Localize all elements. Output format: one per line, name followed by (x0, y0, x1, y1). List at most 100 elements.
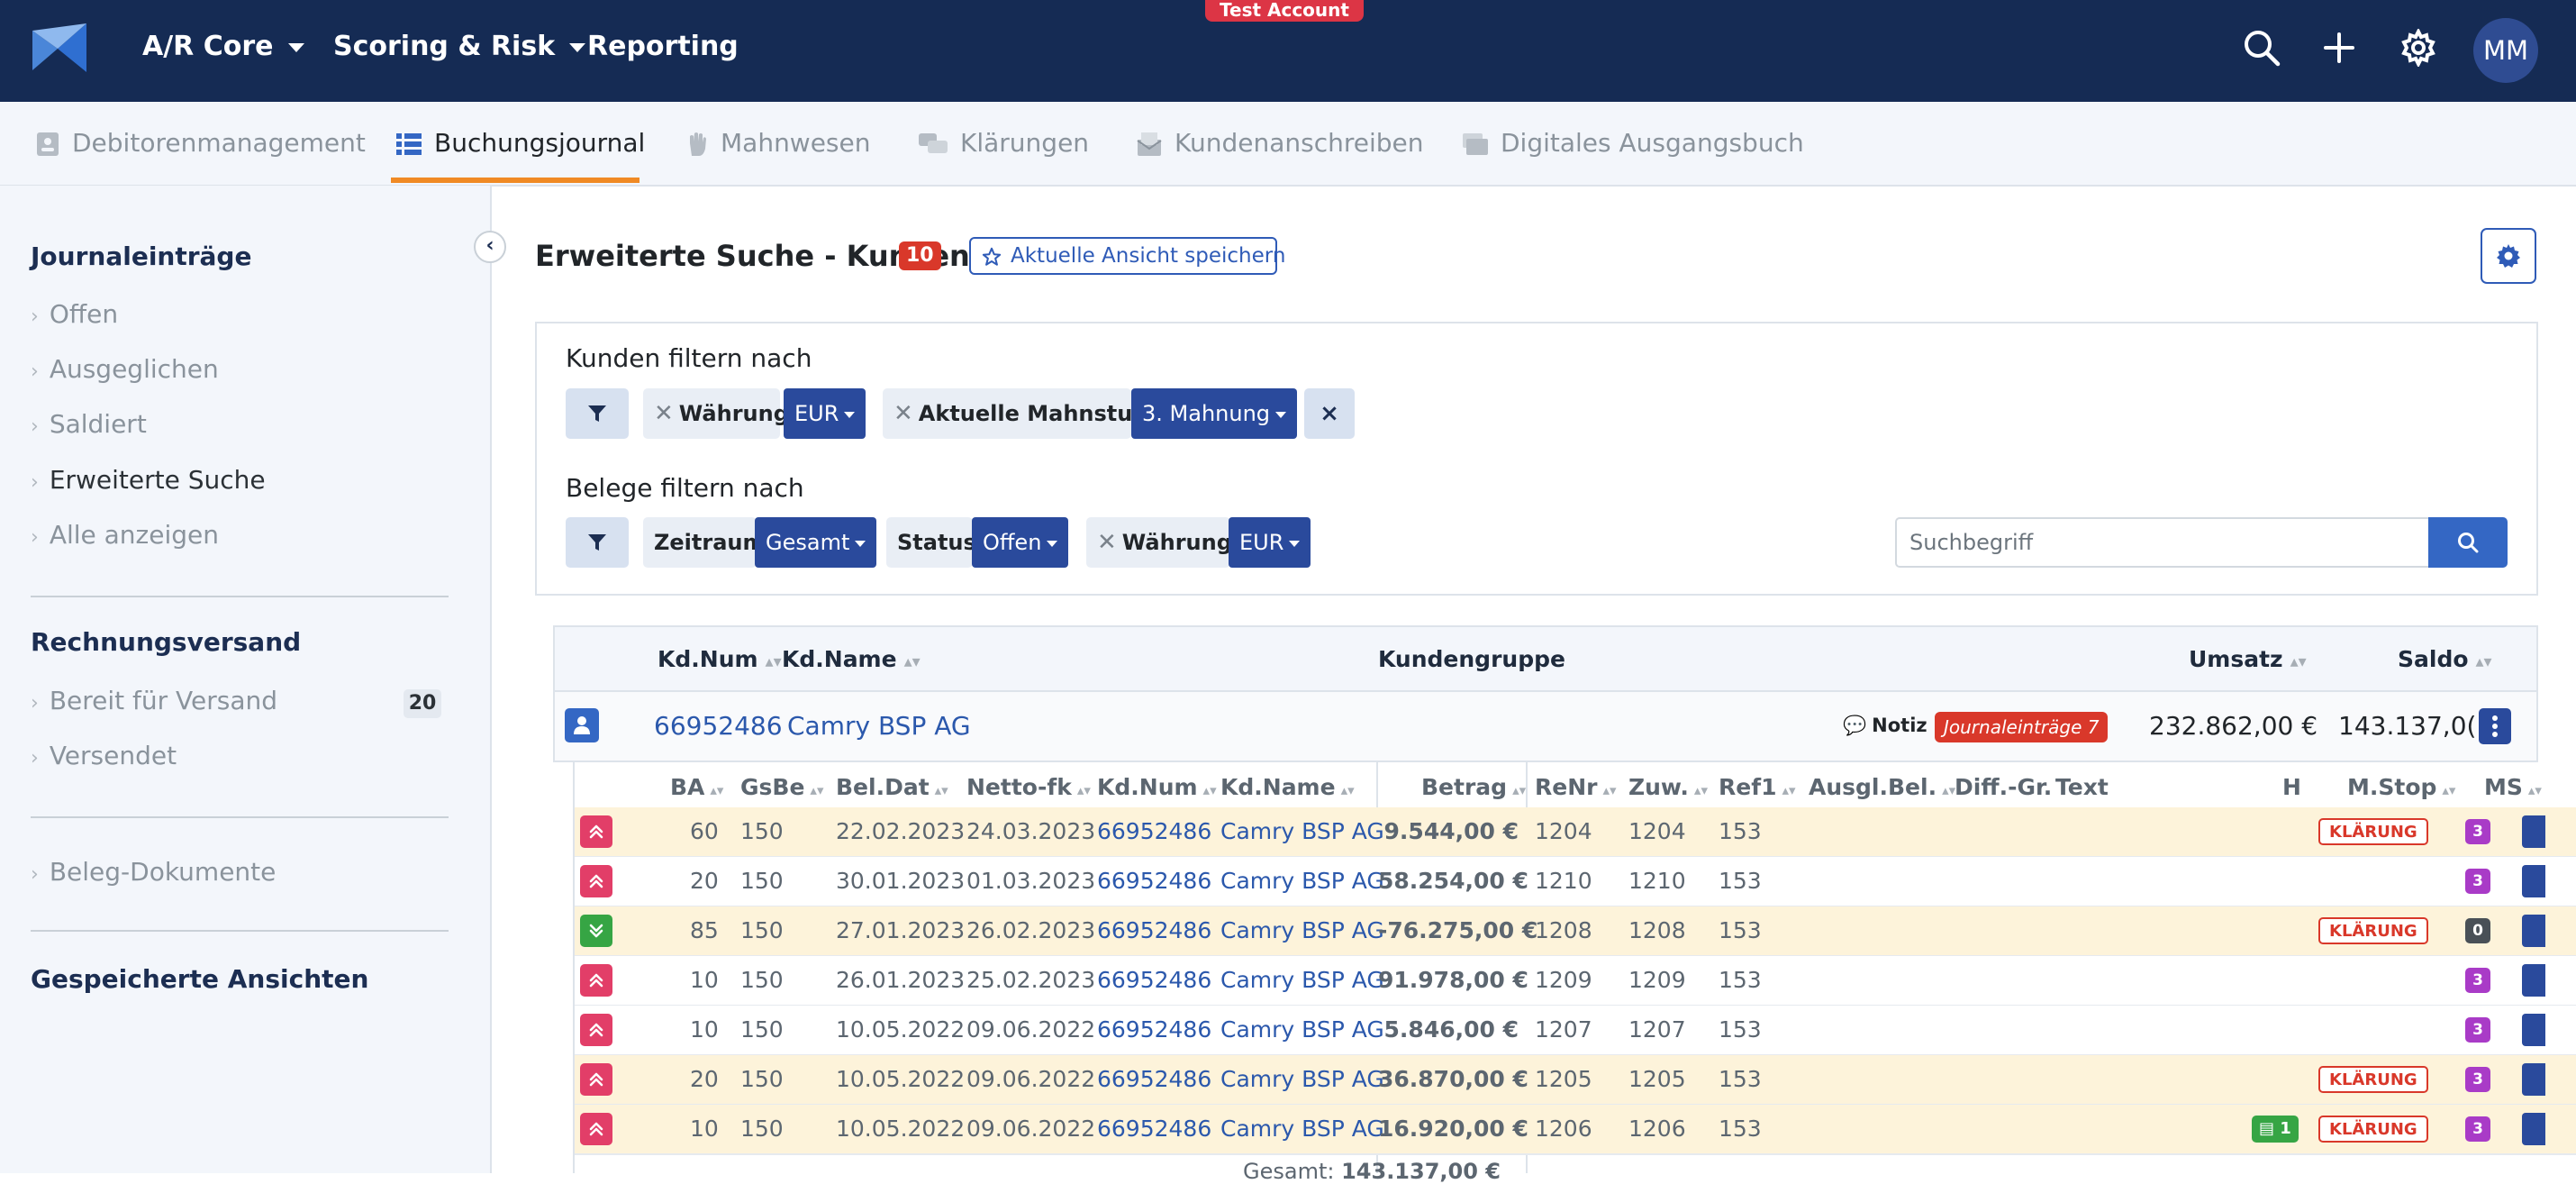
column-header-saldo[interactable]: Saldo ▴▾ (2398, 646, 2492, 672)
klaerung-badge[interactable]: KLÄRUNG (2318, 1116, 2428, 1143)
collapse-sidebar-button[interactable]: ‹ (474, 231, 506, 263)
column-header-netto-fk[interactable]: Netto-fk ▴▾ (966, 774, 1091, 800)
column-header-betrag[interactable]: Betrag ▴▾ (1421, 774, 1526, 800)
chevrons-up-icon[interactable] (580, 1014, 612, 1046)
klaerung-badge[interactable]: KLÄRUNG (2318, 1066, 2428, 1093)
table-row[interactable] (575, 1105, 2576, 1155)
row-action-button[interactable] (2522, 1063, 2545, 1096)
search-icon[interactable] (2243, 29, 2281, 67)
cell-kdnum[interactable]: 66952486 (1097, 1116, 1212, 1142)
column-header-kd-num[interactable]: Kd.Num ▴▾ (658, 646, 782, 672)
remove-icon[interactable]: ✕ (654, 400, 674, 427)
klaerung-badge[interactable]: KLÄRUNG (2318, 917, 2428, 944)
chevrons-up-icon[interactable] (580, 1113, 612, 1145)
tab-kundenanschreiben[interactable]: Kundenanschreiben (1137, 102, 1424, 185)
row-action-button[interactable] (2522, 1113, 2545, 1145)
sidebar-item-saldiert[interactable]: › Saldiert (31, 409, 147, 439)
remove-icon[interactable]: ✕ (1097, 529, 1117, 556)
column-header-ms[interactable]: MS ▴▾ (2484, 774, 2542, 800)
cell-kdname[interactable]: Camry BSP AG (1220, 917, 1384, 943)
column-header-zuw[interactable]: Zuw. ▴▾ (1628, 774, 1708, 800)
document-currency-dropdown[interactable]: EUR (1229, 517, 1311, 568)
row-action-button[interactable] (2522, 865, 2545, 897)
currency-dropdown[interactable]: EUR (784, 388, 866, 439)
column-header-ref1[interactable]: Ref1 ▴▾ (1719, 774, 1796, 800)
column-header-renr[interactable]: ReNr ▴▾ (1535, 774, 1617, 800)
tab-digitales-ausgangsbuch[interactable]: Digitales Ausgangsbuch (1461, 102, 1804, 185)
save-view-button[interactable]: Aktuelle Ansicht speichern (969, 237, 1285, 275)
remove-icon[interactable]: ✕ (893, 400, 913, 427)
search-button[interactable] (2428, 517, 2508, 568)
customer-row[interactable] (555, 692, 2536, 760)
sidebar-item-beleg-dokumente[interactable]: › Beleg-Dokumente (31, 857, 276, 887)
cell-kdnum[interactable]: 66952486 (1097, 818, 1212, 844)
customer-name-link[interactable]: Camry BSP AG (787, 711, 971, 741)
status-dropdown[interactable]: Offen (972, 517, 1069, 568)
tab-klaerungen[interactable]: Klärungen (919, 102, 1089, 185)
nav-menu-ar-core[interactable]: A/R Core (142, 31, 304, 62)
nav-menu-scoring-risk[interactable]: Scoring & Risk (333, 31, 586, 62)
row-action-button[interactable] (2522, 915, 2545, 947)
row-action-button[interactable] (2522, 964, 2545, 997)
dunning-level-dropdown[interactable]: 3. Mahnung (1131, 388, 1298, 439)
row-action-button[interactable] (2522, 1014, 2545, 1046)
tab-buchungsjournal[interactable]: Buchungsjournal (396, 102, 645, 185)
column-header-kd-num[interactable]: Kd.Num ▴▾ (1097, 774, 1217, 800)
table-row[interactable] (575, 857, 2576, 907)
cell-kdname[interactable]: Camry BSP AG (1220, 1066, 1384, 1092)
avatar[interactable]: MM (2473, 18, 2538, 83)
tab-debitorenmanagement[interactable]: Debitorenmanagement (36, 102, 366, 185)
note-button[interactable]: 💬 Notiz (1843, 715, 1927, 737)
table-row[interactable] (575, 1006, 2576, 1056)
gear-icon[interactable] (2399, 29, 2437, 67)
column-header-ausgl-bel[interactable]: Ausgl.Bel. ▴▾ (1809, 774, 1955, 800)
cell-kdname[interactable]: Camry BSP AG (1220, 818, 1384, 844)
cell-kdnum[interactable]: 66952486 (1097, 1066, 1212, 1092)
customer-number-link[interactable]: 66952486 (654, 711, 783, 741)
column-header-ba[interactable]: BA ▴▾ (670, 774, 723, 800)
column-header-kd-name[interactable]: Kd.Name ▴▾ (782, 646, 921, 672)
clear-filters-button[interactable]: × (1304, 388, 1355, 439)
sidebar-item-bereit-fuer-versand[interactable]: › Bereit für Versand (31, 686, 277, 715)
cell-kdname[interactable]: Camry BSP AG (1220, 1116, 1384, 1142)
search-input[interactable]: Suchbegriff (1895, 517, 2430, 568)
user-icon[interactable] (565, 708, 599, 742)
customer-filter-button[interactable] (566, 388, 629, 439)
chevrons-up-icon[interactable] (580, 815, 612, 848)
chevrons-down-icon[interactable] (580, 915, 612, 947)
sidebar-item-versendet[interactable]: › Versendet (31, 741, 177, 770)
cell-kdname[interactable]: Camry BSP AG (1220, 1016, 1384, 1043)
document-filter-button[interactable] (566, 517, 629, 568)
row-menu-button[interactable] (2479, 708, 2511, 744)
nav-menu-reporting[interactable]: Reporting (587, 31, 739, 62)
journal-entries-badge[interactable]: Journaleinträge 7 (1935, 712, 2109, 742)
cell-kdnum[interactable]: 66952486 (1097, 917, 1212, 943)
chevrons-up-icon[interactable] (580, 1063, 612, 1096)
plus-icon[interactable] (2324, 32, 2354, 63)
period-dropdown[interactable]: Gesamt (755, 517, 877, 568)
cell-kdname[interactable]: Camry BSP AG (1220, 868, 1384, 894)
sidebar-item-ausgeglichen[interactable]: › Ausgeglichen (31, 354, 219, 384)
chevrons-up-icon[interactable] (580, 964, 612, 997)
tab-mahnwesen[interactable]: Mahnwesen (686, 102, 871, 185)
cell-kdname[interactable]: Camry BSP AG (1220, 967, 1384, 993)
column-header-bel-dat[interactable]: Bel.Dat ▴▾ (836, 774, 948, 800)
column-header-umsatz[interactable]: Umsatz ▴▾ (2189, 646, 2307, 672)
column-header-m-stop[interactable]: M.Stop ▴▾ (2347, 774, 2455, 800)
cell-kdnum[interactable]: 66952486 (1097, 967, 1212, 993)
sidebar-item-alle-anzeigen[interactable]: › Alle anzeigen (31, 520, 219, 550)
logo-icon[interactable] (31, 22, 88, 74)
sidebar-item-offen[interactable]: › Offen (31, 299, 118, 329)
cell-kdnum[interactable]: 66952486 (1097, 1016, 1212, 1043)
column-header-kd-name[interactable]: Kd.Name ▴▾ (1220, 774, 1355, 800)
cell-kdnum[interactable]: 66952486 (1097, 868, 1212, 894)
document-count-badge[interactable]: ▤ 1 (2252, 1116, 2299, 1143)
table-settings-button[interactable] (2481, 228, 2536, 284)
table-row[interactable] (575, 807, 2576, 858)
column-header-gsbe[interactable]: GsBe ▴▾ (740, 774, 823, 800)
klaerung-badge[interactable]: KLÄRUNG (2318, 818, 2428, 845)
row-action-button[interactable] (2522, 815, 2545, 848)
chevrons-up-icon[interactable] (580, 865, 612, 897)
sidebar-item-erweiterte-suche[interactable]: › Erweiterte Suche (31, 465, 266, 495)
sidebar-section-gespeicherte-ansichten[interactable]: Gespeicherte Ansichten (31, 964, 369, 994)
